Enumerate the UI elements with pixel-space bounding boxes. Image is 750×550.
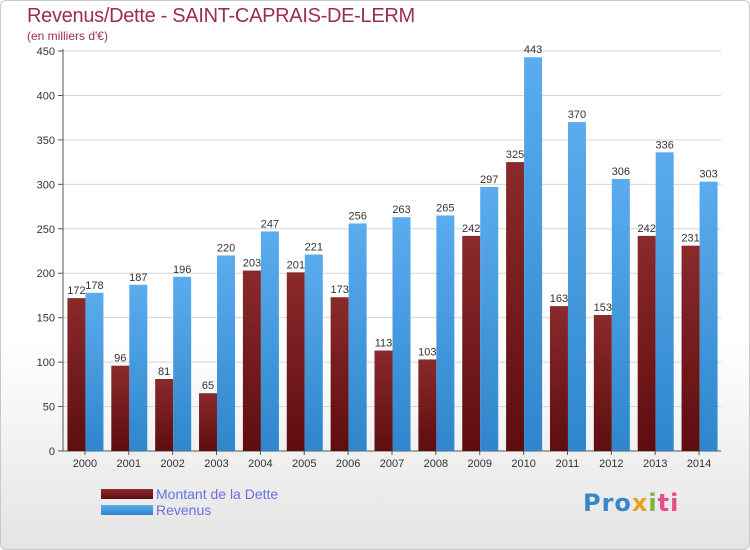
data-label-revenue: 196	[173, 264, 191, 276]
y-tick-label: 400	[37, 90, 55, 102]
y-tick-label: 50	[43, 402, 55, 414]
data-label-debt: 172	[67, 285, 85, 297]
bar-revenue	[304, 254, 323, 451]
bar-debt	[67, 298, 86, 451]
bar-revenue	[655, 152, 674, 452]
bar-debt	[462, 235, 481, 451]
data-label-debt: 81	[158, 366, 170, 378]
x-tick-label: 2003	[204, 458, 228, 470]
bar-debt	[286, 272, 305, 451]
chart-subtitle: (en milliers d'€)	[27, 29, 108, 43]
x-tick-label: 2012	[599, 458, 623, 470]
y-tick-label: 200	[37, 268, 55, 280]
bar-debt	[549, 306, 568, 451]
x-tick-label: 2001	[117, 458, 141, 470]
bar-revenue	[217, 255, 236, 451]
data-label-revenue: 256	[348, 210, 366, 222]
data-label-debt: 65	[202, 380, 214, 392]
bar-debt	[330, 297, 349, 451]
x-tick-label: 2013	[643, 458, 667, 470]
x-tick-label: 2002	[160, 458, 184, 470]
y-tick-label: 450	[37, 46, 55, 58]
data-label-debt: 163	[550, 293, 568, 305]
bar-debt	[111, 365, 130, 451]
y-tick-label: 250	[37, 224, 55, 236]
data-label-revenue: 303	[699, 169, 717, 181]
data-label-debt: 113	[375, 338, 393, 350]
x-tick-label: 2009	[467, 458, 491, 470]
data-label-debt: 96	[114, 353, 126, 365]
data-label-revenue: 187	[129, 272, 147, 284]
legend-label-debt: Montant de la Dette	[156, 486, 279, 502]
data-label-debt: 201	[287, 259, 305, 271]
data-label-revenue: 247	[261, 218, 279, 230]
x-tick-label: 2008	[424, 458, 448, 470]
bar-debt	[593, 315, 612, 451]
y-tick-label: 150	[37, 313, 55, 325]
x-tick-label: 2000	[73, 458, 97, 470]
x-tick-label: 2006	[336, 458, 360, 470]
y-tick-label: 100	[37, 357, 55, 369]
data-label-revenue: 178	[85, 280, 103, 292]
bar-debt	[506, 162, 525, 451]
legend-swatch-debt	[101, 489, 153, 499]
x-tick-label: 2011	[556, 458, 580, 470]
data-label-debt: 325	[506, 149, 524, 161]
bar-revenue	[524, 57, 543, 451]
y-tick-label: 0	[49, 446, 55, 458]
data-label-revenue: 336	[656, 139, 674, 151]
x-tick-label: 2014	[687, 458, 711, 470]
x-tick-label: 2010	[511, 458, 535, 470]
data-label-revenue: 443	[524, 44, 542, 56]
bar-revenue	[129, 284, 148, 451]
bar-revenue	[260, 231, 279, 451]
data-label-revenue: 220	[217, 242, 235, 254]
bar-debt	[374, 350, 393, 451]
data-label-revenue: 265	[436, 202, 454, 214]
data-label-revenue: 297	[480, 174, 498, 186]
data-label-debt: 153	[594, 302, 612, 314]
data-label-debt: 242	[638, 223, 656, 235]
bar-revenue	[436, 215, 455, 451]
data-label-debt: 203	[243, 258, 261, 270]
bar-debt	[418, 359, 437, 451]
x-tick-label: 2007	[380, 458, 404, 470]
bar-revenue	[567, 122, 586, 451]
y-tick-label: 350	[37, 135, 55, 147]
data-label-revenue: 306	[612, 166, 630, 178]
bar-debt	[155, 379, 174, 451]
bar-debt	[637, 235, 656, 451]
bar-revenue	[480, 187, 499, 451]
data-label-debt: 173	[330, 284, 348, 296]
bar-debt	[681, 245, 700, 451]
chart-title: Revenus/Dette - SAINT-CAPRAIS-DE-LERM	[27, 5, 415, 27]
y-tick-label: 300	[37, 179, 55, 191]
x-tick-label: 2005	[292, 458, 316, 470]
bar-revenue	[173, 276, 192, 451]
bar-debt	[242, 270, 261, 451]
legend-swatch-revenue	[101, 505, 153, 515]
bar-revenue	[85, 292, 104, 451]
bar-debt	[199, 393, 218, 451]
bar-revenue	[611, 179, 630, 451]
data-label-debt: 103	[418, 346, 436, 358]
data-label-debt: 231	[681, 233, 699, 245]
bar-revenue	[699, 181, 718, 451]
data-label-revenue: 263	[392, 204, 410, 216]
x-tick-label: 2004	[248, 458, 272, 470]
proxiti-logo: Proxiti	[583, 489, 680, 517]
data-label-revenue: 370	[568, 109, 586, 121]
data-label-debt: 242	[462, 223, 480, 235]
bar-revenue	[392, 217, 411, 451]
bar-revenue	[348, 223, 367, 451]
data-label-revenue: 221	[305, 242, 323, 254]
legend-label-revenue: Revenus	[156, 502, 212, 518]
